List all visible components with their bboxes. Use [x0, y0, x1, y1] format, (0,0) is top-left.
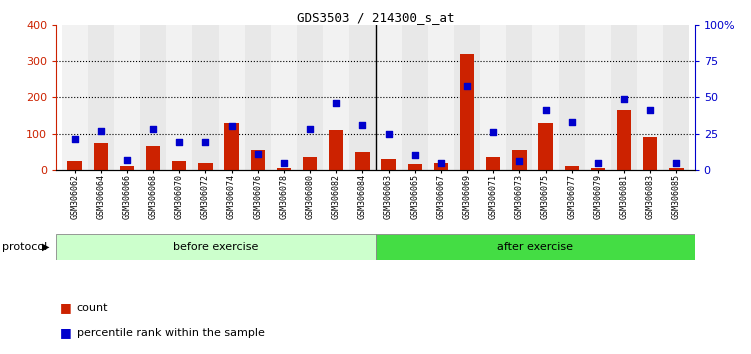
Bar: [297, 25, 323, 170]
Text: ■: ■: [60, 326, 72, 339]
Bar: [669, 168, 683, 170]
Bar: [271, 25, 297, 170]
Text: count: count: [77, 303, 108, 313]
Point: [435, 160, 447, 165]
Bar: [219, 25, 245, 170]
Bar: [402, 25, 428, 170]
Bar: [88, 25, 114, 170]
Bar: [460, 54, 475, 170]
Point: [382, 131, 394, 136]
Point: [592, 160, 604, 165]
Bar: [559, 25, 585, 170]
Point: [330, 100, 342, 106]
Bar: [512, 150, 526, 170]
Bar: [225, 123, 239, 170]
Point: [514, 158, 526, 164]
Point: [671, 160, 683, 165]
Point: [278, 160, 290, 165]
Point: [618, 96, 630, 102]
Bar: [192, 25, 219, 170]
Point: [68, 137, 80, 142]
Bar: [119, 166, 134, 170]
Bar: [506, 25, 532, 170]
Bar: [532, 25, 559, 170]
Bar: [146, 146, 160, 170]
Bar: [454, 25, 480, 170]
Bar: [585, 25, 611, 170]
Text: protocol: protocol: [2, 242, 47, 252]
Text: percentile rank within the sample: percentile rank within the sample: [77, 328, 264, 338]
Bar: [276, 168, 291, 170]
Bar: [94, 143, 108, 170]
Point: [173, 139, 185, 145]
Bar: [611, 25, 637, 170]
Point: [252, 151, 264, 157]
Point: [409, 153, 421, 158]
Bar: [663, 25, 689, 170]
Bar: [376, 234, 695, 260]
Point: [95, 128, 107, 133]
Point: [566, 119, 578, 125]
Point: [225, 124, 237, 129]
Text: ■: ■: [60, 302, 72, 314]
Point: [200, 139, 212, 145]
Bar: [376, 25, 402, 170]
Bar: [198, 164, 213, 170]
Bar: [245, 25, 271, 170]
Text: after exercise: after exercise: [497, 242, 573, 252]
Point: [461, 83, 473, 88]
Point: [357, 122, 369, 128]
Bar: [114, 25, 140, 170]
Bar: [637, 25, 663, 170]
Bar: [172, 161, 186, 170]
Bar: [56, 234, 376, 260]
Bar: [408, 165, 422, 170]
Bar: [382, 159, 396, 170]
Bar: [62, 25, 88, 170]
Bar: [140, 25, 166, 170]
Point: [644, 108, 656, 113]
Bar: [428, 25, 454, 170]
Bar: [538, 123, 553, 170]
Text: ▶: ▶: [42, 242, 50, 252]
Bar: [591, 168, 605, 170]
Point: [304, 126, 316, 132]
Point: [121, 157, 133, 162]
Bar: [323, 25, 349, 170]
Bar: [349, 25, 376, 170]
Bar: [303, 157, 317, 170]
Bar: [434, 162, 448, 170]
Point: [539, 108, 551, 113]
Text: GDS3503 / 214300_s_at: GDS3503 / 214300_s_at: [297, 11, 454, 24]
Point: [487, 129, 499, 135]
Bar: [329, 130, 343, 170]
Bar: [355, 152, 369, 170]
Bar: [565, 166, 579, 170]
Bar: [480, 25, 506, 170]
Bar: [251, 150, 265, 170]
Text: before exercise: before exercise: [173, 242, 258, 252]
Bar: [643, 137, 657, 170]
Bar: [166, 25, 192, 170]
Bar: [486, 157, 500, 170]
Point: [147, 126, 159, 132]
Bar: [617, 110, 632, 170]
Bar: [68, 161, 82, 170]
